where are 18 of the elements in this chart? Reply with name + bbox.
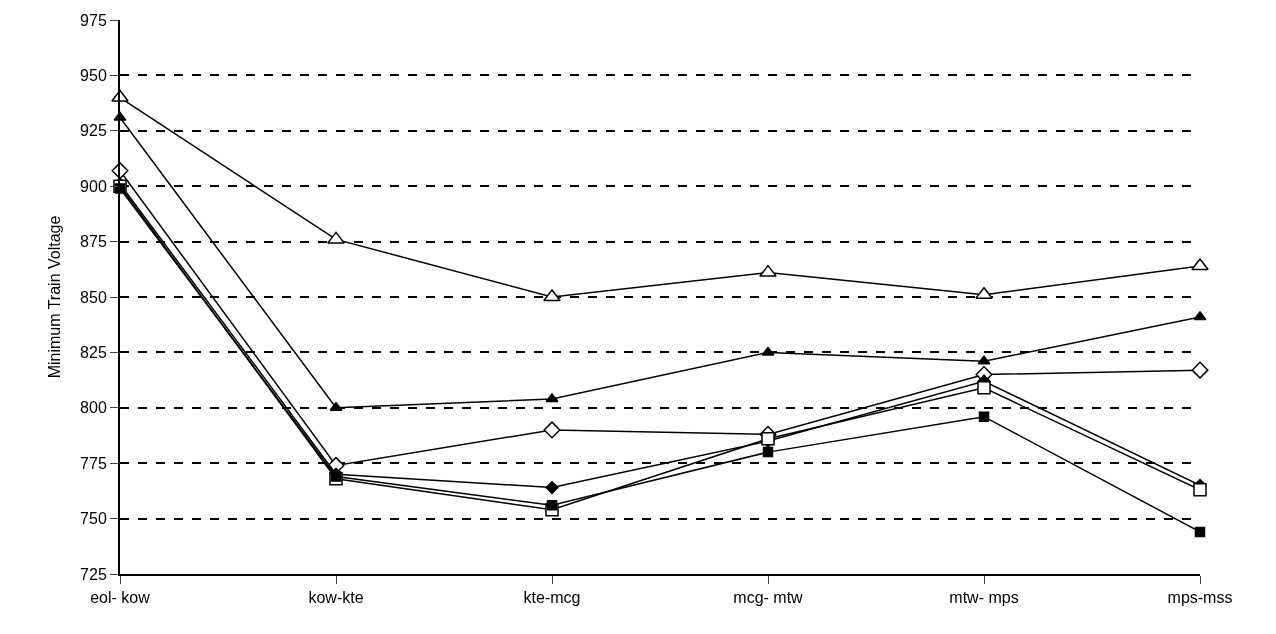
y-tick-label: 775	[80, 454, 107, 472]
x-tick-label: eol- kow	[90, 589, 151, 607]
y-tick-label: 800	[80, 399, 107, 417]
y-tick-label: 950	[80, 67, 107, 84]
y-tick-label: 825	[80, 344, 107, 361]
x-tick-label: mps-mss	[1167, 589, 1233, 607]
y-tick-label: 900	[80, 177, 107, 195]
x-tick-label: mcg- mtw	[733, 589, 804, 607]
x-tick-label: mtw- mps	[949, 589, 1019, 607]
y-tick-label: 925	[80, 122, 107, 140]
y-tick-label: 850	[80, 288, 107, 306]
x-tick-label: kow-kte	[308, 589, 364, 607]
y-tick-label: 725	[80, 565, 107, 583]
x-tick-label: kte-mcg	[523, 589, 581, 607]
y-axis-title: Minimum Train Voltage	[46, 215, 64, 379]
y-tick-label: 750	[80, 510, 107, 528]
y-tick-label: 975	[80, 11, 107, 29]
y-tick-label: 875	[80, 233, 107, 251]
